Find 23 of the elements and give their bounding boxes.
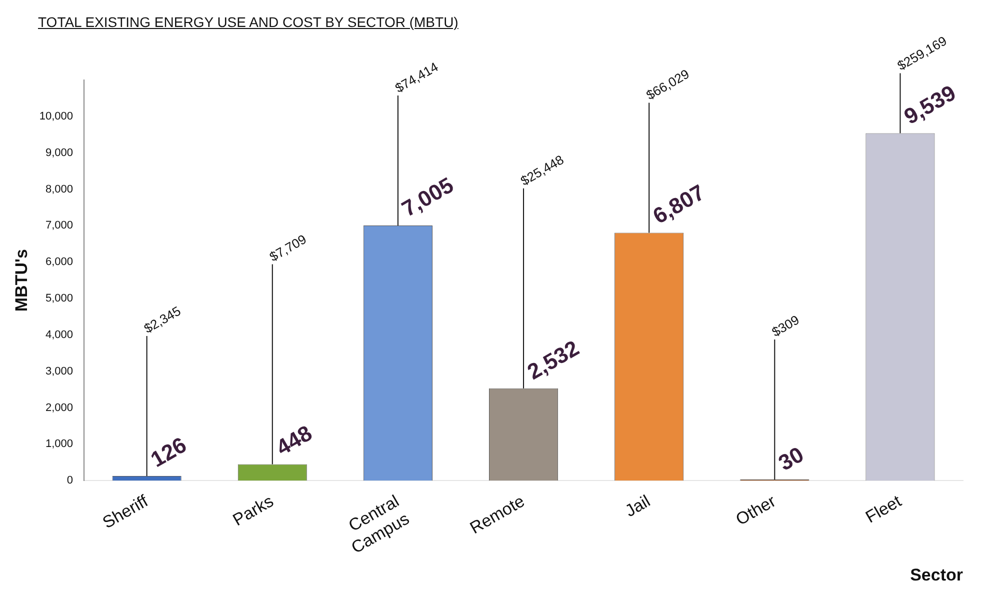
- data-label: 30: [774, 442, 808, 476]
- y-tick-label: 5,000: [46, 292, 74, 305]
- data-label: 9,539: [900, 80, 960, 130]
- x-tick-label: Other: [732, 491, 780, 530]
- y-tick-label: 6,000: [46, 256, 74, 268]
- data-label: 448: [272, 420, 316, 460]
- x-axis-title: Sector: [910, 565, 964, 584]
- data-label: 126: [146, 432, 191, 472]
- chart-title: TOTAL EXISTING ENERGY USE AND COST BY SECTOR (MBTU): [38, 14, 460, 30]
- x-tick-label: Fleet: [862, 491, 905, 527]
- y-tick-label: 0: [66, 474, 74, 487]
- x-tick-label: Parks: [230, 492, 277, 530]
- y-tick-label: 4,000: [46, 328, 74, 341]
- y-tick-label: 1,000: [46, 438, 74, 450]
- y-tick-label: 2,000: [46, 402, 74, 414]
- y-tick-label: 7,000: [46, 220, 74, 232]
- y-tick-label: 8,000: [46, 183, 74, 196]
- x-tick-label: Jail: [622, 492, 654, 521]
- annotation: $309: [769, 312, 802, 340]
- y-tick-label: 3,000: [46, 365, 74, 378]
- y-axis-title: MBTU's: [12, 249, 31, 312]
- y-tick-label: 9,000: [46, 146, 74, 159]
- y-tick-label: 10,000: [39, 110, 74, 122]
